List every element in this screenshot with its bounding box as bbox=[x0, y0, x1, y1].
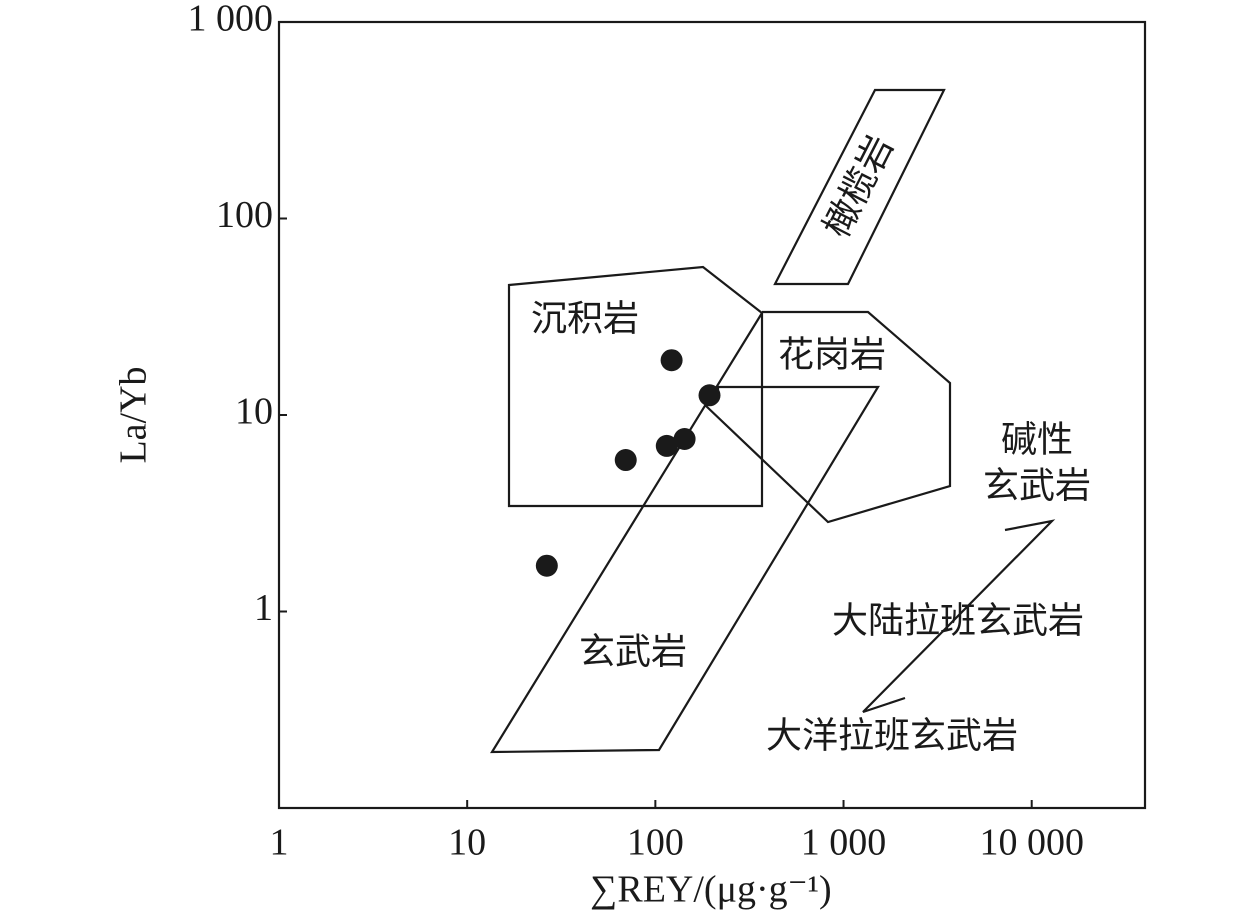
region-peridotite bbox=[773, 88, 946, 286]
x-axis-title: ∑REY/(μg·g⁻¹) bbox=[590, 869, 831, 911]
annotation: 沉积岩 bbox=[531, 298, 639, 338]
x-tick-label: 10 bbox=[448, 822, 486, 864]
point bbox=[655, 434, 678, 457]
x-tick-label: 1 bbox=[270, 822, 289, 864]
annotation: 花岗岩 bbox=[778, 334, 886, 374]
plot-frame bbox=[277, 20, 1147, 810]
arrow-line bbox=[862, 519, 1056, 714]
y-tick-label: 10 bbox=[235, 391, 273, 433]
point bbox=[535, 554, 558, 577]
annotation: 碱性 bbox=[1001, 419, 1073, 459]
annotation: 橄榄岩 bbox=[816, 129, 901, 243]
x-tick-label: 1 000 bbox=[801, 822, 887, 864]
x-tick-label: 100 bbox=[627, 822, 684, 864]
annotation: 玄武岩 bbox=[579, 631, 687, 671]
point bbox=[660, 349, 683, 372]
annotation: 大陆拉班玄武岩 bbox=[832, 600, 1084, 640]
y-tick-label: 1 bbox=[254, 587, 273, 629]
y-tick-label: 100 bbox=[216, 194, 273, 236]
point bbox=[673, 427, 696, 450]
annotation: 大洋拉班玄武岩 bbox=[766, 715, 1018, 755]
annotation: 玄武岩 bbox=[983, 465, 1091, 505]
x-tick-label: 10 000 bbox=[979, 822, 1084, 864]
y-axis-title: La/Yb bbox=[113, 366, 155, 463]
y-tick-label: 1 000 bbox=[188, 0, 274, 40]
point bbox=[698, 384, 721, 407]
point bbox=[614, 449, 637, 472]
region-sediment bbox=[507, 265, 764, 508]
region-basalt bbox=[490, 312, 880, 754]
